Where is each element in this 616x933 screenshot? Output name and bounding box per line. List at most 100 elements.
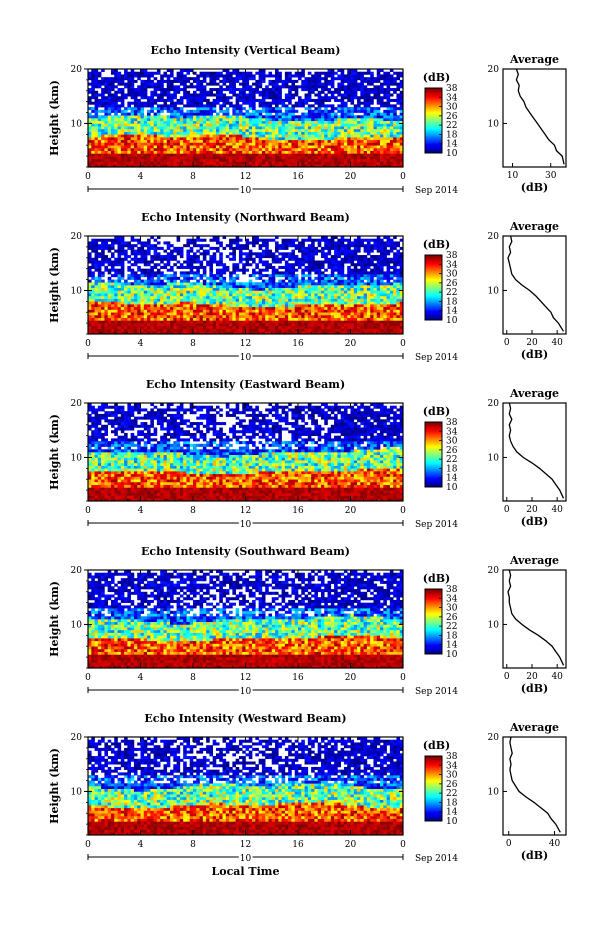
heatmap-cell [183, 77, 187, 80]
heatmap-cell [101, 143, 105, 146]
heatmap-cell [160, 96, 164, 99]
heatmap-cell [301, 153, 305, 156]
heatmap-cell [370, 299, 374, 302]
heatmap-cell [209, 329, 213, 332]
heatmap-cell [209, 299, 213, 302]
heatmap-cell [262, 310, 266, 313]
heatmap-cell [360, 301, 364, 304]
heatmap-cell [305, 132, 309, 135]
heatmap-cell [196, 326, 200, 329]
heatmap-cell [288, 162, 292, 165]
heatmap-cell [396, 315, 400, 318]
heatmap-cell [118, 288, 122, 291]
heatmap-cell [200, 307, 204, 310]
heatmap-cell [141, 134, 145, 137]
heatmap-cell [347, 153, 351, 156]
heatmap-cell [262, 134, 266, 137]
heatmap-cell [206, 143, 210, 146]
heatmap-cell [364, 80, 368, 83]
heatmap-cell [351, 129, 355, 132]
heatmap-cell [311, 143, 315, 146]
heatmap-cell [232, 312, 236, 315]
heatmap-cell [134, 318, 138, 321]
heatmap-cell [357, 288, 361, 291]
heatmap-cell [242, 107, 246, 110]
heatmap-cell [367, 290, 371, 293]
heatmap-cell [163, 290, 167, 293]
heatmap-cell [95, 126, 99, 129]
heatmap-cell [154, 140, 158, 143]
heatmap-cell [370, 285, 374, 288]
heatmap-cell [163, 304, 167, 307]
heatmap-cell [124, 156, 128, 159]
heatmap-cell [367, 315, 371, 318]
heatmap-cell [360, 326, 364, 329]
heatmap-cell [390, 129, 394, 132]
heatmap-cell [186, 129, 190, 132]
heatmap-cell [186, 323, 190, 326]
heatmap-cell [209, 148, 213, 151]
heatmap-cell [150, 115, 154, 118]
heatmap-cell [111, 132, 115, 135]
heatmap-cell [321, 153, 325, 156]
heatmap-cell [111, 88, 115, 91]
heatmap-cell [157, 96, 161, 99]
heatmap-cell [196, 145, 200, 148]
heatmap-cell [236, 134, 240, 137]
heatmap-cell [219, 290, 223, 293]
heatmap-cell [341, 80, 345, 83]
heatmap-cell [268, 156, 272, 159]
heatmap-cell [98, 129, 102, 132]
heatmap-cell [108, 83, 112, 86]
heatmap-cell [344, 326, 348, 329]
heatmap-cell [101, 290, 105, 293]
heatmap-cell [101, 110, 105, 113]
heatmap-cell [177, 115, 181, 118]
heatmap-cell [196, 290, 200, 293]
heatmap-cell [147, 123, 151, 126]
heatmap-cell [393, 301, 397, 304]
heatmap-cell [380, 156, 384, 159]
heatmap-cell [160, 115, 164, 118]
heatmap-cell [98, 296, 102, 299]
heatmap-cell [373, 301, 377, 304]
heatmap-cell [104, 137, 108, 140]
heatmap-cell [150, 143, 154, 146]
heatmap-cell [190, 299, 194, 302]
heatmap-cell [111, 107, 115, 110]
average-frame [503, 69, 566, 167]
heatmap-cell [108, 126, 112, 129]
heatmap-cell [232, 310, 236, 313]
heatmap-cell [265, 110, 269, 113]
heatmap-cell [268, 148, 272, 151]
heatmap-cell [229, 312, 233, 315]
heatmap-cell [354, 301, 358, 304]
heatmap-cell [321, 301, 325, 304]
heatmap-cell [118, 126, 122, 129]
heatmap-cell [186, 315, 190, 318]
heatmap-cell [314, 323, 318, 326]
heatmap-cell [364, 110, 368, 113]
heatmap-cell [383, 151, 387, 154]
heatmap-cell [295, 143, 299, 146]
heatmap-cell [328, 137, 332, 140]
heatmap-cell [108, 94, 112, 97]
heatmap-cell [223, 137, 227, 140]
heatmap-cell [331, 77, 335, 80]
heatmap-cell [383, 74, 387, 77]
heatmap-cell [246, 151, 250, 154]
heatmap-cell [252, 304, 256, 307]
heatmap-cell [367, 113, 371, 116]
heatmap-cell [252, 107, 256, 110]
heatmap-cell [282, 80, 286, 83]
heatmap-cell [367, 83, 371, 86]
heatmap-cell [173, 115, 177, 118]
heatmap-cell [183, 162, 187, 165]
heatmap-cell [206, 318, 210, 321]
heatmap-cell [337, 118, 341, 121]
heatmap-cell [262, 159, 266, 162]
heatmap-cell [160, 290, 164, 293]
heatmap-cell [380, 145, 384, 148]
heatmap-cell [383, 301, 387, 304]
heatmap-cell [193, 299, 197, 302]
